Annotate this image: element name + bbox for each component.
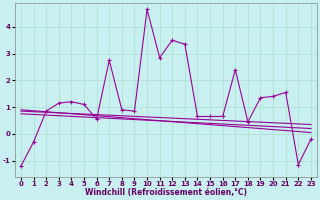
X-axis label: Windchill (Refroidissement éolien,°C): Windchill (Refroidissement éolien,°C) [85,188,247,197]
